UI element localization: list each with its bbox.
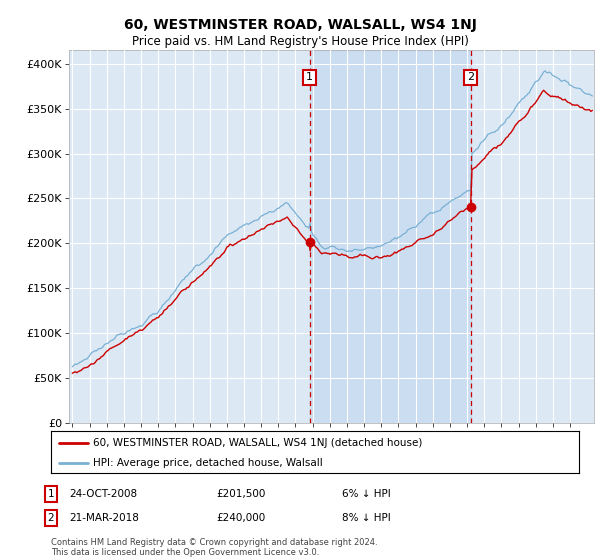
Text: 2: 2: [47, 513, 55, 523]
Text: 2: 2: [467, 72, 475, 82]
Text: 1: 1: [47, 489, 55, 499]
Text: 24-OCT-2008: 24-OCT-2008: [69, 489, 137, 499]
Text: £201,500: £201,500: [216, 489, 265, 499]
Text: 60, WESTMINSTER ROAD, WALSALL, WS4 1NJ (detached house): 60, WESTMINSTER ROAD, WALSALL, WS4 1NJ (…: [93, 438, 422, 448]
Text: 21-MAR-2018: 21-MAR-2018: [69, 513, 139, 523]
Text: Contains HM Land Registry data © Crown copyright and database right 2024.
This d: Contains HM Land Registry data © Crown c…: [51, 538, 377, 557]
Text: £240,000: £240,000: [216, 513, 265, 523]
Text: 60, WESTMINSTER ROAD, WALSALL, WS4 1NJ: 60, WESTMINSTER ROAD, WALSALL, WS4 1NJ: [124, 18, 476, 32]
Text: HPI: Average price, detached house, Walsall: HPI: Average price, detached house, Wals…: [93, 458, 323, 468]
Bar: [310, 50, 471, 423]
Text: 8% ↓ HPI: 8% ↓ HPI: [342, 513, 391, 523]
Text: 6% ↓ HPI: 6% ↓ HPI: [342, 489, 391, 499]
Text: 1: 1: [306, 72, 313, 82]
Text: Price paid vs. HM Land Registry's House Price Index (HPI): Price paid vs. HM Land Registry's House …: [131, 35, 469, 49]
